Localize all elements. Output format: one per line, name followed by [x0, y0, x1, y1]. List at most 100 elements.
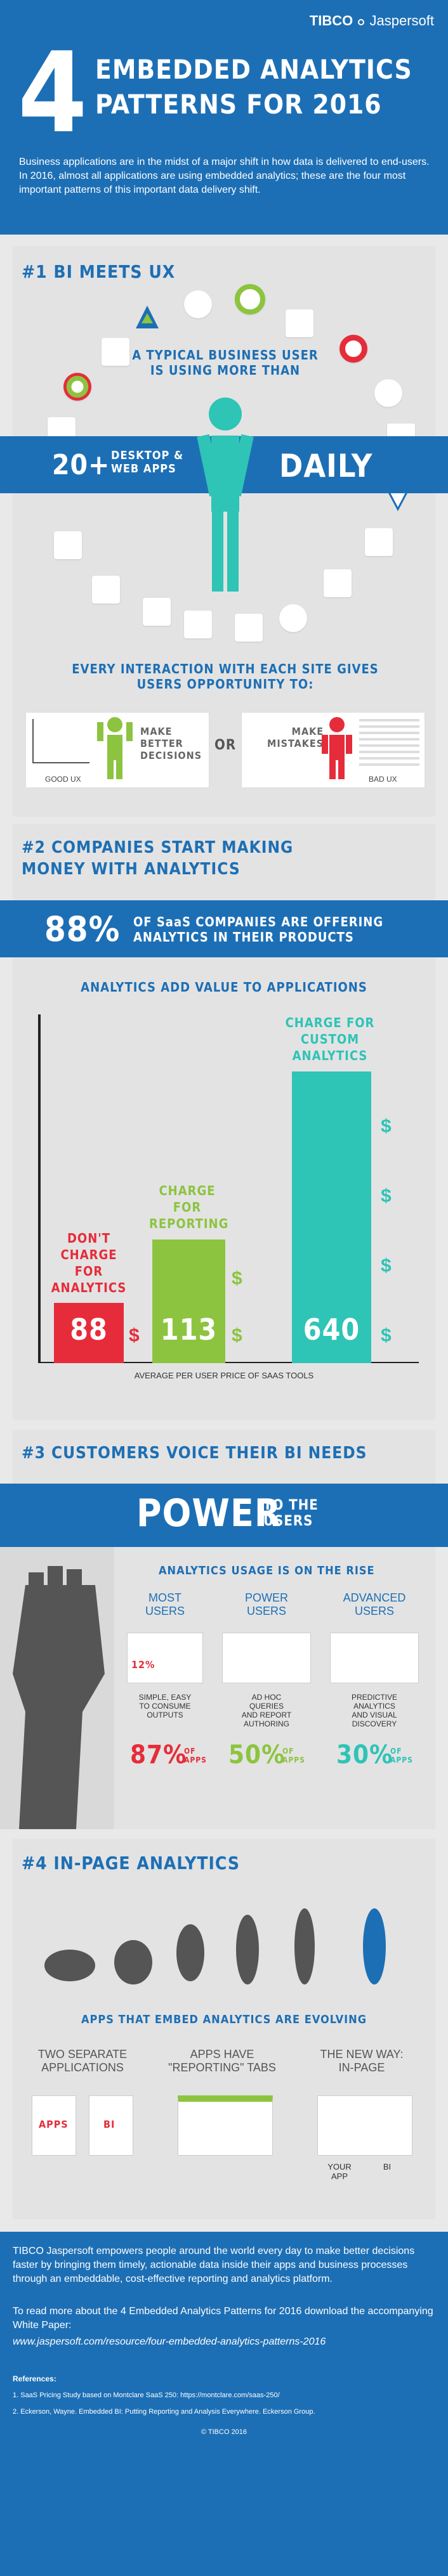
bar2-dollar-1: $ — [232, 1268, 242, 1289]
bar3-dollar-2: $ — [381, 1186, 392, 1207]
col2-pct: 50% — [228, 1740, 286, 1770]
typical-text: A TYPICAL BUSINESS USER IS USING MORE TH… — [132, 347, 319, 378]
table-icon — [143, 598, 171, 626]
ref1: 1. SaaS Pricing Study based on Montclare… — [13, 2392, 280, 2399]
good-chart-icon — [32, 719, 89, 763]
bi2-label: BI — [383, 2162, 392, 2171]
col3-pct: 30% — [336, 1740, 393, 1770]
bar3 — [292, 1071, 371, 1363]
footer-url[interactable]: www.jaspersoft.com/resource/four-embedde… — [13, 2336, 326, 2347]
section-4: #4 IN-PAGE ANALYTICS APPS THAT EMBED ANA… — [13, 1839, 435, 2219]
apps-label: APPS — [39, 2118, 69, 2130]
big-number: 4 — [18, 29, 88, 158]
tibco-label: TIBCO — [309, 13, 353, 29]
left-text: MAKE BETTER DECISIONS — [140, 725, 202, 761]
footer-p2: To read more about the 4 Embedded Analyt… — [13, 2306, 433, 2331]
fist-icon — [0, 1547, 114, 1829]
your-app-label: YOUR APP — [327, 2162, 352, 2181]
bi-label: BI — [103, 2118, 115, 2130]
bad-table-icon — [359, 719, 419, 770]
interaction-text: EVERY INTERACTION WITH EACH SITE GIVES U… — [72, 661, 379, 692]
col3-desc: PREDICTIVE ANALYTICS AND VISUAL DISCOVER… — [351, 1693, 397, 1728]
or-text: OR — [214, 737, 237, 753]
col2: POWER USERS AD HOC QUERIES AND REPORT AU… — [216, 1591, 317, 1770]
stat-text: OF SaaS COMPANIES ARE OFFERING ANALYTICS… — [133, 914, 384, 945]
bar3-value: 640 — [303, 1312, 360, 1347]
brand: TIBCO Jaspersoft — [310, 13, 434, 29]
refs-title: References: — [13, 2374, 56, 2383]
copyright: © TIBCO 2016 — [201, 2428, 247, 2436]
scatter-icon-2 — [184, 611, 212, 638]
radar-icon — [279, 604, 307, 632]
triangle-icon — [133, 303, 161, 331]
bar3-dollar-3: $ — [381, 1255, 392, 1276]
apps-box: APPS — [32, 2095, 76, 2156]
chart-title: ANALYTICS ADD VALUE TO APPLICATIONS — [81, 980, 367, 995]
col2-of-apps: OF APPS — [282, 1747, 305, 1764]
good-ux-card: MAKE BETTER DECISIONS GOOD UX — [25, 712, 209, 788]
s3-label: #3 CUSTOMERS VOICE THEIR BI NEEDS — [22, 1444, 367, 1463]
col1: MOST USERS 12% SIMPLE, EASY TO CONSUME O… — [121, 1591, 209, 1770]
bar1-dollar: $ — [129, 1325, 140, 1346]
tabs-box — [178, 2095, 273, 2156]
col2-chip — [222, 1633, 311, 1683]
power-band: POWER TO THE USERS — [0, 1484, 448, 1547]
inpage-box — [317, 2095, 412, 2156]
bar-icon-3 — [54, 531, 82, 559]
title-line1: EMBEDDED ANALYTICS — [95, 54, 412, 85]
s1-label: #1 BI MEETS UX — [22, 261, 176, 282]
title-line2: PATTERNS FOR 2016 — [95, 89, 382, 120]
bar2-label: CHARGE FOR REPORTING — [149, 1183, 229, 1231]
bar2-value: 113 — [160, 1312, 218, 1347]
bar1 — [54, 1303, 124, 1363]
section-2: #2 COMPANIES START MAKING MONEY WITH ANA… — [0, 824, 448, 1420]
bar-icon-4 — [235, 614, 263, 642]
col1-of-apps: OF APPS — [184, 1747, 207, 1764]
col1-title: TWO SEPARATE APPLICATIONS — [37, 2048, 128, 2074]
bar3-dollar-1: $ — [381, 1116, 392, 1137]
person-figure — [197, 395, 254, 592]
col1-desc: SIMPLE, EASY TO CONSUME OUTPUTS — [138, 1693, 192, 1719]
col3-head: ADVANCED USERS — [343, 1591, 406, 1617]
wave-icon — [365, 528, 393, 556]
desktop-text: DESKTOP & WEB APPS — [111, 449, 184, 476]
green-person-icon — [96, 716, 134, 779]
to-users-text: TO THE USERS — [263, 1498, 319, 1529]
col2-title: APPS HAVE "REPORTING" TABS — [168, 2048, 276, 2074]
bad-ux-card: MAKE MISTAKES BAD UX — [241, 712, 425, 788]
bar2-dollar-2: $ — [232, 1325, 242, 1346]
count-text: 20+ — [52, 449, 110, 481]
stat-pct: 88% — [44, 909, 121, 949]
area-icon — [324, 569, 352, 597]
pie-icon-2 — [63, 373, 91, 401]
donut-icon — [339, 335, 367, 363]
section-3: #3 CUSTOMERS VOICE THEIR BI NEEDS POWER … — [0, 1430, 448, 1829]
pie-icon — [235, 284, 265, 314]
col3-title: THE NEW WAY: IN-PAGE — [320, 2048, 404, 2074]
bar1-label: DON'T CHARGE FOR ANALYTICS — [51, 1231, 127, 1295]
tibco-mark-icon — [358, 19, 365, 25]
power-text: POWER — [136, 1491, 282, 1536]
ref2: 2. Eckerson, Wayne. Embedded BI: Putting… — [13, 2408, 315, 2416]
rising-text: ANALYTICS USAGE IS ON THE RISE — [159, 1564, 375, 1577]
bar1-value: 88 — [70, 1312, 108, 1347]
bar-chart-icon-2 — [102, 338, 129, 366]
red-person-icon — [318, 716, 356, 779]
col3-of-apps: OF APPS — [390, 1747, 413, 1764]
daily-text: DAILY — [279, 448, 373, 484]
gauge-icon — [374, 379, 402, 407]
bar3-dollar-4: $ — [381, 1325, 392, 1346]
col1-pct: 87% — [130, 1740, 187, 1770]
bar2 — [152, 1239, 225, 1363]
col2-desc: AD HOC QUERIES AND REPORT AUTHORING — [241, 1693, 292, 1728]
good-ux-label: GOOD UX — [45, 775, 81, 784]
col2-head: POWER USERS — [244, 1591, 288, 1617]
col1-chip: 12% — [127, 1633, 203, 1683]
footer-p1: TIBCO Jaspersoft empowers people around … — [13, 2246, 415, 2284]
section-1: #1 BI MEETS UX A TYPICAL BUSINESS USER I… — [0, 246, 448, 817]
footer: TIBCO Jaspersoft empowers people around … — [0, 2232, 448, 2576]
jaspersoft-label: Jaspersoft — [369, 13, 435, 29]
right-text: MAKE MISTAKES — [267, 725, 324, 749]
line-icon-2 — [92, 576, 120, 604]
stat-band: 88% OF SaaS COMPANIES ARE OFFERING ANALY… — [0, 900, 448, 957]
